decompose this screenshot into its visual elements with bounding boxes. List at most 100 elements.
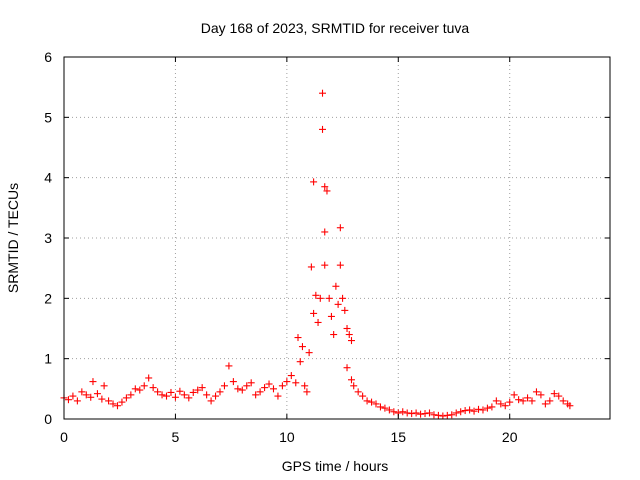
data-point [497, 400, 505, 408]
data-point [332, 282, 340, 290]
data-point [310, 309, 318, 317]
data-point [479, 406, 487, 414]
data-point [515, 396, 523, 404]
data-point [343, 325, 351, 332]
data-point [310, 178, 318, 186]
data-point [180, 391, 188, 399]
data-point [443, 411, 451, 419]
data-point [298, 343, 306, 351]
y-tick-label: 0 [44, 411, 52, 427]
data-point [294, 334, 302, 342]
grid [64, 57, 610, 419]
data-point [100, 382, 108, 390]
x-tick-label: 10 [279, 429, 295, 445]
data-point [483, 404, 491, 412]
data-point [185, 394, 193, 402]
data-point [158, 391, 166, 399]
data-point [470, 407, 478, 415]
data-point [566, 402, 574, 410]
data-point [368, 398, 376, 406]
data-point [194, 386, 202, 394]
data-point [292, 379, 300, 387]
data-point [412, 409, 420, 417]
data-point [269, 385, 277, 393]
data-point [376, 403, 384, 411]
data-point [359, 392, 367, 400]
data-point [448, 411, 456, 419]
data-point [385, 406, 393, 414]
data-point [343, 364, 351, 372]
data-point [316, 294, 324, 302]
data-point [274, 392, 282, 400]
y-tick-label: 1 [44, 351, 52, 367]
data-point [203, 391, 211, 399]
data-point [243, 382, 251, 390]
data-point [408, 410, 416, 418]
data-point [154, 388, 162, 396]
data-point [287, 372, 295, 380]
data-point [145, 374, 153, 382]
data-point [452, 409, 460, 417]
y-tick-label: 5 [44, 109, 52, 125]
data-point [488, 403, 496, 411]
data-point [417, 410, 425, 418]
data-point [247, 379, 255, 387]
data-point [238, 386, 246, 394]
y-tick-label: 4 [44, 170, 52, 186]
data-point [122, 394, 130, 402]
data-point [492, 397, 500, 405]
data-point [113, 402, 121, 410]
data-point [325, 294, 333, 302]
data-point [252, 391, 260, 399]
data-point [399, 408, 407, 416]
y-tick-label: 6 [44, 49, 52, 65]
data-point [506, 398, 514, 406]
data-point [321, 261, 329, 269]
data-point [229, 378, 237, 386]
data-point [546, 397, 554, 405]
x-tick-label: 15 [390, 429, 406, 445]
y-axis: 0 1 2 3 4 5 6 [44, 49, 610, 427]
data-point [430, 411, 438, 419]
chart-title: Day 168 of 2023, SRMTID for receiver tuv… [201, 20, 470, 36]
data-point [381, 404, 389, 412]
data-point [261, 384, 269, 392]
data-point [439, 412, 447, 420]
data-point [167, 388, 175, 396]
data-point [105, 397, 113, 405]
data-point [312, 291, 320, 299]
data-point [163, 392, 171, 400]
data-points [60, 89, 574, 420]
data-point [89, 378, 97, 386]
data-point [78, 388, 86, 396]
data-point [336, 224, 344, 232]
data-point [519, 397, 527, 405]
data-point [336, 261, 344, 269]
data-point [307, 263, 315, 271]
data-point [87, 393, 95, 401]
data-point [528, 397, 536, 405]
data-point [256, 388, 264, 396]
x-tick-label: 0 [60, 429, 68, 445]
data-point [216, 388, 224, 396]
data-point [118, 398, 126, 406]
data-point [524, 394, 532, 402]
data-point [466, 406, 474, 414]
data-point [345, 331, 353, 339]
data-point [314, 318, 322, 326]
data-point [559, 397, 567, 405]
x-axis: 0 5 10 15 20 [60, 57, 518, 445]
data-point [73, 397, 81, 405]
data-point [537, 391, 545, 399]
data-point [198, 384, 206, 392]
data-point [363, 397, 371, 405]
data-point [425, 409, 433, 417]
data-point [541, 400, 549, 408]
data-point [555, 392, 563, 400]
data-point [334, 300, 342, 308]
data-point [403, 409, 411, 417]
data-point [305, 349, 313, 357]
data-point [131, 385, 139, 393]
data-point [140, 382, 148, 390]
x-tick-label: 20 [502, 429, 518, 445]
